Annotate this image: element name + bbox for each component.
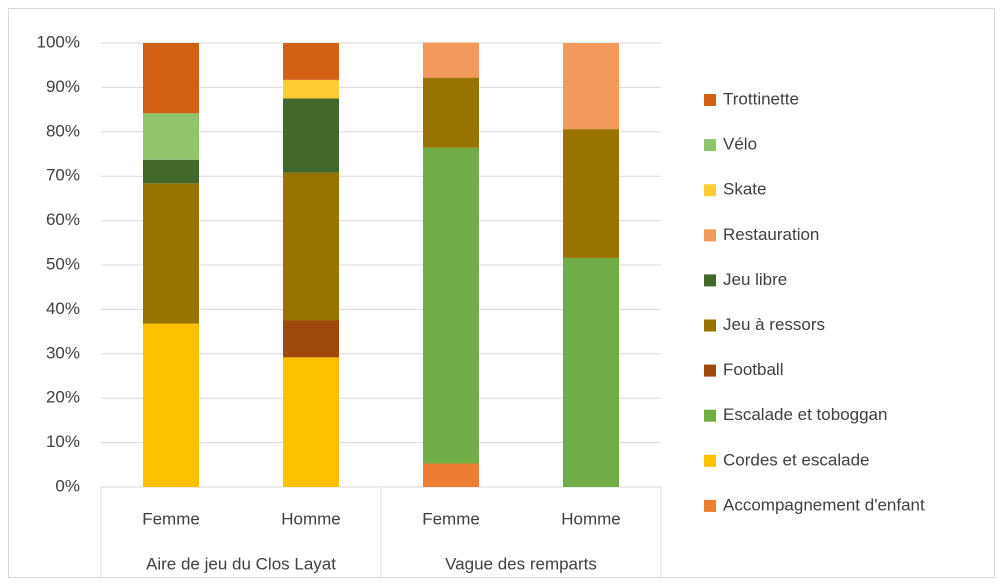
bar-segment [423, 42, 479, 78]
y-tick-label: 0% [55, 476, 80, 495]
y-tick-label: 70% [46, 166, 80, 185]
y-tick-label: 80% [46, 121, 80, 140]
bar-segment [283, 79, 339, 99]
legend-label: Jeu libre [723, 270, 787, 289]
legend-label: Cordes et escalade [723, 450, 869, 469]
legend-swatch [704, 229, 716, 242]
x-tick-label: Femme [142, 509, 200, 528]
x-tick-label: Femme [422, 509, 480, 528]
bar-segment [283, 98, 339, 173]
y-tick-label: 10% [46, 432, 80, 451]
legend-swatch [704, 364, 716, 377]
bar-segment [143, 323, 199, 487]
bar-segment [143, 159, 199, 184]
legend-label: Football [723, 360, 783, 379]
y-tick-label: 50% [46, 254, 80, 273]
legend-label: Trottinette [723, 89, 799, 108]
bar-segment [283, 320, 339, 358]
y-tick-label: 60% [46, 210, 80, 229]
legend-label: Skate [723, 180, 766, 199]
bar-segment [563, 257, 619, 487]
bar-segment [283, 357, 339, 487]
x-tick-label: Homme [561, 509, 621, 528]
group-label: Aire de jeu du Clos Layat [146, 554, 336, 573]
legend-label: Restauration [723, 225, 819, 244]
legend-label: Jeu à ressors [723, 315, 825, 334]
legend-swatch [704, 409, 716, 422]
bar-segment [143, 43, 199, 114]
x-tick-label: Homme [281, 509, 341, 528]
y-tick-label: 90% [46, 77, 80, 96]
group-label: Vague des remparts [445, 554, 597, 573]
legend-label: Vélo [723, 135, 757, 154]
legend-label: Escalade et toboggan [723, 405, 887, 424]
legend-swatch [704, 139, 716, 152]
legend-label: Accompagnement d'enfant [723, 495, 925, 514]
legend-swatch [704, 499, 716, 512]
bar-segment [563, 129, 619, 258]
bar-segment [563, 43, 619, 130]
y-tick-label: 100% [37, 32, 80, 51]
bar-segment [423, 463, 479, 487]
legend-swatch [704, 274, 716, 287]
bar-segment [423, 77, 479, 148]
y-tick-label: 30% [46, 343, 80, 362]
bar-segment [283, 172, 339, 321]
bar-segment [283, 43, 339, 80]
bar-segment [143, 113, 199, 160]
legend-swatch [704, 184, 716, 197]
bar-segment [143, 183, 199, 324]
y-tick-label: 40% [46, 299, 80, 318]
y-tick-label: 20% [46, 388, 80, 407]
legend-swatch [704, 94, 716, 106]
bar-segment [423, 147, 479, 464]
legend-swatch [704, 319, 716, 332]
legend-swatch [704, 454, 716, 467]
